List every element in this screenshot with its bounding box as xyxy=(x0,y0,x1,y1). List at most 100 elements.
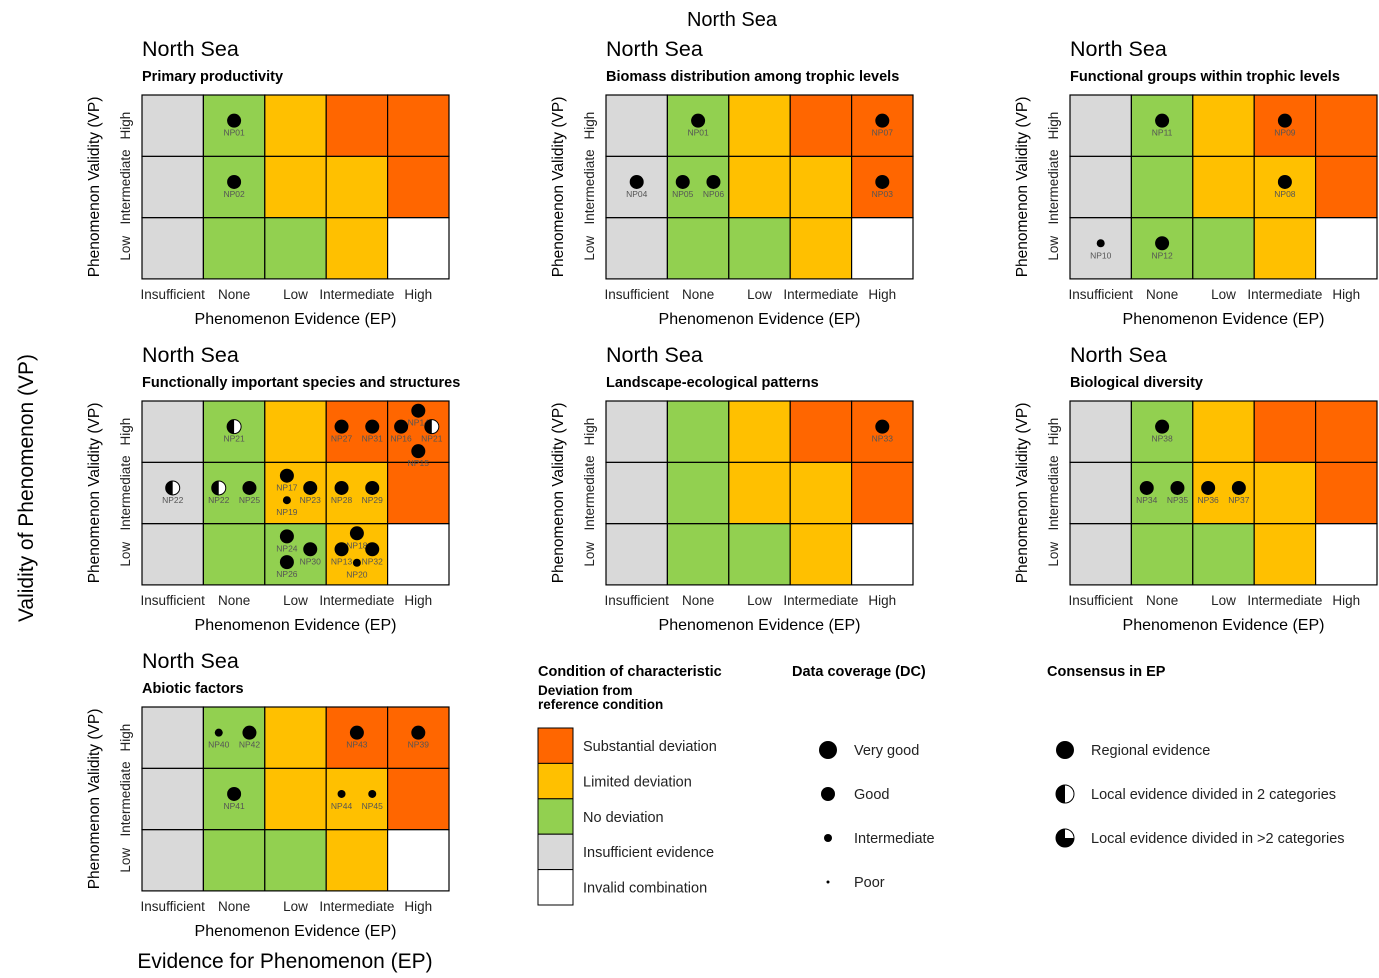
data-point-label: NP05 xyxy=(672,189,694,199)
data-point-label: NP22 xyxy=(162,495,184,505)
y-tick-label: Low xyxy=(118,236,133,261)
legend-swatch xyxy=(537,833,574,871)
x-tick-label: None xyxy=(1146,287,1178,302)
data-point-label: NP11 xyxy=(1152,128,1173,138)
data-point-label: NP44 xyxy=(331,801,353,811)
grid-cell-limited xyxy=(264,400,327,463)
legend-coverage-marker xyxy=(821,787,835,801)
data-point-label: NP26 xyxy=(276,569,298,579)
panel-title: Primary productivity xyxy=(142,69,283,85)
data-point xyxy=(334,542,349,557)
grid-cell-none xyxy=(1130,461,1194,525)
data-point-label: NP28 xyxy=(331,495,353,505)
grid-cell-insufficient xyxy=(605,94,669,157)
legend-condition-label: Invalid combination xyxy=(583,881,707,897)
data-point xyxy=(165,480,181,496)
x-tick-label: Low xyxy=(747,287,772,302)
data-point xyxy=(211,480,227,496)
data-point-label: NP19 xyxy=(276,507,298,517)
legend-condition: Condition of characteristic Deviation fr… xyxy=(537,664,722,906)
y-tick-label: Intermediate xyxy=(582,455,597,530)
panel-5: North Sea Landscape-ecological patterns In… xyxy=(550,343,914,634)
data-point-label: NP24 xyxy=(276,543,298,553)
data-point xyxy=(1231,480,1246,495)
grid-cell-none xyxy=(666,155,730,219)
data-point-label: NP10 xyxy=(1090,250,1112,260)
data-point xyxy=(303,480,318,495)
panel-4: North Sea Functionally important species … xyxy=(86,343,460,634)
data-point-label: NP01 xyxy=(223,128,245,138)
grid-cell-invalid xyxy=(387,217,450,280)
grid-cell-substantial xyxy=(1314,400,1378,463)
data-point-label: NP04 xyxy=(626,189,648,199)
x-tick-label: High xyxy=(404,287,432,302)
y-tick-label: Low xyxy=(1046,542,1061,567)
x-axis-label: Phenomenon Evidence (EP) xyxy=(1123,311,1325,328)
y-tick-label: High xyxy=(582,112,597,140)
grid-cell-insufficient xyxy=(605,461,669,525)
y-tick-label: High xyxy=(118,112,133,140)
x-tick-label: Insufficient xyxy=(1069,593,1134,608)
data-point xyxy=(424,419,440,435)
data-point-label: NP13 xyxy=(331,556,353,566)
grid-cell-limited xyxy=(264,767,327,831)
data-point-label: NP27 xyxy=(331,434,353,444)
data-point-label: NP33 xyxy=(872,434,894,444)
x-tick-label: Insufficient xyxy=(1069,287,1134,302)
data-point xyxy=(675,174,690,189)
x-tick-label: High xyxy=(868,287,896,302)
grid-cell-limited xyxy=(1192,400,1255,463)
x-tick-label: High xyxy=(404,593,432,608)
x-tick-label: Intermediate xyxy=(783,287,858,302)
data-point xyxy=(1155,419,1170,434)
data-point xyxy=(334,419,349,434)
x-axis-label: Phenomenon Evidence (EP) xyxy=(195,311,397,328)
grid-cell-limited xyxy=(1192,155,1255,219)
legend-coverage-marker xyxy=(826,880,830,884)
grid-cell-insufficient xyxy=(1069,217,1133,280)
panels: North Sea Primary productivity Insufficien… xyxy=(86,37,1378,940)
grid-cell-insufficient xyxy=(605,217,669,280)
panel-region: North Sea xyxy=(1070,37,1167,61)
legend-condition-label: Limited deviation xyxy=(583,774,692,790)
data-point xyxy=(279,529,294,544)
grid-cell-substantial xyxy=(1253,400,1317,463)
grid-cell-insufficient xyxy=(1069,522,1133,586)
y-axis-label: Phenomenon Validity (VP) xyxy=(86,709,103,890)
grid-cell-insufficient xyxy=(141,522,205,586)
grid-cell-none xyxy=(202,217,266,280)
grid-cell-substantial xyxy=(387,155,450,219)
x-tick-label: High xyxy=(1332,593,1360,608)
grid-cell-limited xyxy=(325,155,389,219)
legend-swatch xyxy=(537,798,574,835)
grid-cell-substantial xyxy=(789,94,853,157)
data-point xyxy=(226,419,242,435)
grid-cell-substantial xyxy=(387,767,450,831)
grid-cell-none xyxy=(202,522,266,586)
data-point xyxy=(1201,480,1216,495)
data-point-label: NP01 xyxy=(687,128,709,138)
y-tick-label: High xyxy=(118,724,133,752)
grid-cell-none xyxy=(1130,155,1194,219)
data-point-label: NP20 xyxy=(346,570,368,580)
data-point-label: NP12 xyxy=(1151,250,1173,260)
grid-cell-invalid xyxy=(387,522,450,586)
grid-cell-limited xyxy=(1253,217,1317,280)
data-point-label: NP45 xyxy=(362,801,384,811)
grid-cell-insufficient xyxy=(141,400,205,463)
grid-cell-insufficient xyxy=(1069,94,1133,157)
panel-3: North Sea Functional groups within trophi… xyxy=(1014,37,1378,328)
data-point xyxy=(279,555,294,570)
grid-cell-substantial xyxy=(789,400,853,463)
y-tick-label: Intermediate xyxy=(582,149,597,224)
legend-condition-label: Insufficient evidence xyxy=(583,845,714,861)
grid-cell-substantial xyxy=(1314,155,1378,219)
data-point xyxy=(334,480,349,495)
data-point xyxy=(706,174,721,189)
y-tick-label: Intermediate xyxy=(118,149,133,224)
grid-cell-none xyxy=(666,461,730,525)
data-point xyxy=(282,496,291,505)
x-tick-label: High xyxy=(404,899,432,914)
data-point-label: NP34 xyxy=(1136,495,1158,505)
grid-cell-limited xyxy=(728,400,791,463)
